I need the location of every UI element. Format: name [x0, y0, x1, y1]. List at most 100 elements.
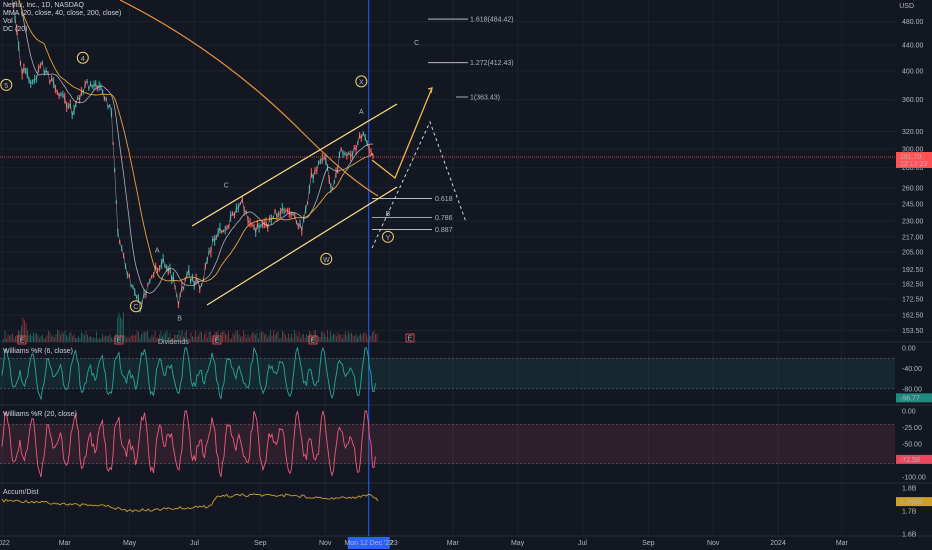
wave-circle: [320, 252, 333, 265]
volume-bar: [144, 331, 145, 342]
volume-bar: [163, 333, 165, 342]
volume-bar: [370, 335, 372, 342]
williams2-y-tick: -50.00: [902, 442, 922, 449]
williams2-title[interactable]: Williams %R (20, close): [3, 411, 77, 418]
volume-bar: [264, 334, 265, 342]
volume-bar: [49, 332, 51, 342]
volume-bar: [283, 332, 285, 342]
volume-bar: [292, 338, 294, 342]
volume-bar: [7, 333, 9, 342]
indicator-vol[interactable]: Vol: [3, 18, 13, 25]
wave-circle: [76, 51, 89, 64]
y-tick-label: 230.00: [902, 219, 924, 226]
volume-bar: [372, 332, 373, 342]
accum-y-tick: 1.8B: [902, 486, 917, 493]
volume-bar: [303, 333, 304, 342]
wave-label: C: [224, 183, 229, 190]
volume-bar: [46, 335, 48, 342]
volume-bar: [73, 334, 75, 342]
volume-bar: [190, 332, 192, 342]
volume-bar: [136, 330, 138, 342]
volume-bar: [166, 330, 168, 342]
williams1-value-label: -96.77: [900, 395, 920, 402]
volume-bar: [376, 333, 378, 342]
symbol-title[interactable]: Netflix, Inc., 1D, NASDAQ: [3, 2, 84, 9]
volume-bar: [129, 338, 130, 342]
volume-bar: [165, 332, 166, 342]
earnings-label: E: [408, 336, 413, 343]
volume-bar: [175, 334, 177, 342]
volume-bar: [327, 330, 328, 342]
volume-bar: [249, 337, 250, 342]
accum-line: [1, 493, 379, 513]
volume-bar: [148, 337, 150, 342]
volume-bar: [271, 335, 273, 342]
volume-bar: [52, 335, 54, 342]
volume-bar: [94, 338, 96, 342]
volume-bar: [76, 337, 78, 342]
volume-bar: [189, 338, 190, 342]
volume-bar: [99, 338, 100, 342]
earnings-marker: E: [405, 333, 415, 343]
volume-bar: [279, 338, 280, 342]
volume-bar: [256, 332, 258, 342]
volume-bar: [184, 332, 186, 342]
volume-bar: [259, 332, 261, 342]
volume-bar: [262, 331, 264, 342]
volume-bar: [241, 336, 243, 342]
y-tick-label: 162.50: [902, 313, 924, 320]
volume-bar: [153, 336, 154, 342]
volume-bar: [90, 336, 91, 342]
volume-bar: [255, 334, 256, 342]
ma40-line: [18, 0, 374, 282]
volume-bar: [265, 333, 267, 342]
volume-bar: [340, 334, 342, 342]
y-tick-label: 360.00: [902, 97, 924, 104]
volume-bar: [231, 338, 232, 342]
volume-bar: [37, 335, 39, 342]
volume-bar: [84, 335, 85, 342]
indicator-dc[interactable]: DC (20): [3, 26, 28, 33]
volume-bar: [297, 336, 298, 342]
wave-circle: [355, 75, 368, 88]
volume-bar: [307, 335, 309, 342]
projection-arrow: [427, 87, 433, 94]
volume-bar: [79, 337, 81, 342]
volume-bar: [369, 335, 370, 342]
volume-bar: [196, 336, 198, 342]
volume-bar: [330, 331, 331, 342]
volume-bar: [127, 336, 129, 342]
williams1-title[interactable]: Williams %R (6, close): [3, 348, 74, 355]
volume-bar: [289, 337, 291, 342]
volume-bar: [139, 337, 141, 342]
williams1-value-box: [896, 393, 932, 403]
volume-bar: [171, 338, 172, 342]
volume-bar: [9, 335, 10, 342]
volume-bar: [216, 332, 217, 342]
volume-bar: [15, 336, 16, 342]
volume-bar: [87, 334, 88, 342]
volume-bar: [274, 334, 276, 342]
volume-bar: [306, 334, 307, 342]
volume-bar: [313, 331, 315, 342]
volume-bar: [334, 334, 336, 342]
volume-bar: [225, 333, 226, 342]
x-tick-label: Jul: [578, 540, 587, 547]
x-tick-label: Mar: [59, 540, 72, 547]
volume-bar: [229, 338, 231, 342]
volume-bar: [64, 330, 66, 342]
volume-bar: [22, 318, 24, 342]
volume-bar: [195, 330, 196, 342]
volume-bar: [199, 331, 201, 342]
volume-bar: [186, 330, 187, 342]
volume-bar: [228, 330, 229, 342]
indicator-mma[interactable]: MMA (20, close, 40, close, 200, close): [3, 10, 122, 17]
volume-bar: [267, 337, 268, 342]
volume-bar: [342, 338, 343, 342]
volume-bar: [10, 334, 12, 342]
volume-bar: [156, 338, 157, 342]
volume-bar: [25, 323, 27, 342]
volume-bar: [58, 330, 60, 342]
accum-title[interactable]: Accum/Dist: [3, 489, 39, 496]
